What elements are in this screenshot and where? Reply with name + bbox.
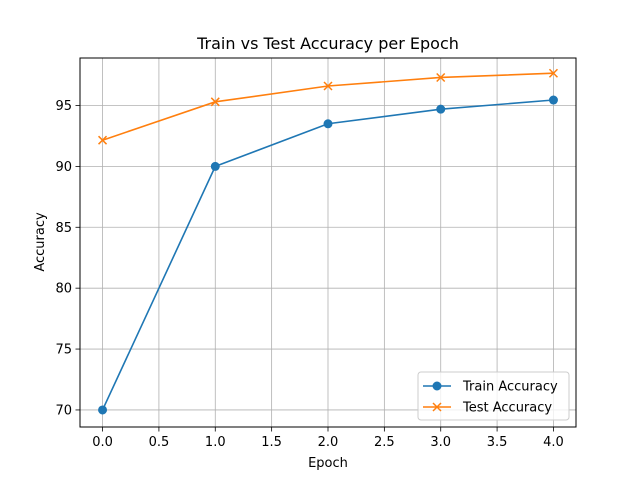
data-point — [548, 68, 558, 78]
data-point — [98, 135, 108, 145]
legend-box — [417, 371, 570, 421]
x-tick-label: 3.5 — [487, 435, 508, 450]
data-point — [323, 119, 333, 129]
data-point — [548, 95, 558, 105]
x-tick-label: 0.0 — [92, 435, 113, 450]
data-point — [210, 97, 220, 107]
x-axis: 0.0 0.5 1.0 1.5 2.0 2.5 3.0 3.5 4.0 — [92, 427, 564, 450]
data-point — [436, 104, 446, 114]
x-tick-label: 1.5 — [261, 435, 282, 450]
y-tick-label: 90 — [55, 160, 72, 175]
legend-entry: Train Accuracy — [423, 380, 558, 395]
y-tick-label: 85 — [55, 221, 72, 236]
y-tick-label: 95 — [55, 99, 72, 114]
y-axis-label: Accuracy — [33, 212, 48, 272]
legend-label: Test Accuracy — [462, 401, 552, 416]
legend-entry: Test Accuracy — [423, 401, 552, 416]
x-axis-label: Epoch — [308, 456, 348, 471]
y-tick-label: 75 — [55, 343, 72, 358]
legend-label: Train Accuracy — [462, 380, 558, 395]
data-point — [436, 72, 446, 83]
data-point — [98, 405, 108, 415]
x-tick-label: 3.0 — [430, 435, 451, 450]
legend: Train Accuracy Test Accuracy — [417, 371, 570, 421]
chart-title: Train vs Test Accuracy per Epoch — [196, 34, 459, 53]
series-test — [98, 68, 558, 145]
series-train — [98, 95, 558, 415]
data-point — [323, 81, 333, 91]
x-tick-label: 0.5 — [149, 435, 170, 450]
series-layer — [98, 68, 558, 415]
x-tick-label: 1.0 — [205, 435, 226, 450]
legend-marker — [432, 402, 442, 412]
x-tick-label: 4.0 — [543, 435, 564, 450]
x-tick-label: 2.0 — [318, 435, 339, 450]
data-point — [210, 161, 220, 171]
x-tick-label: 2.5 — [374, 435, 395, 450]
y-axis: 70 75 80 85 90 95 — [55, 99, 80, 418]
y-tick-label: 70 — [55, 403, 72, 418]
legend-marker — [432, 381, 442, 391]
y-tick-label: 80 — [55, 282, 72, 297]
